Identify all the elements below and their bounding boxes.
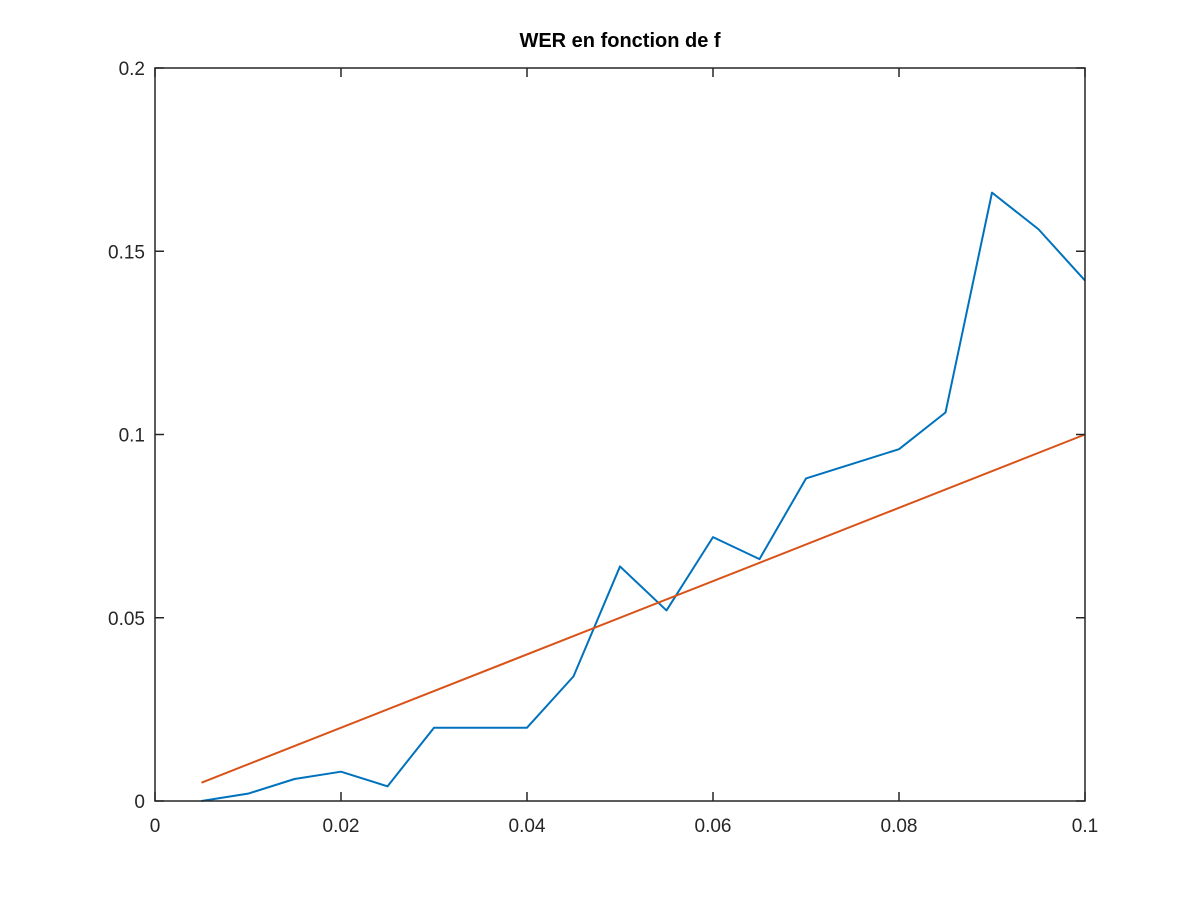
y-tick-label: 0 (134, 792, 145, 813)
y-tick-label: 0.1 (119, 426, 145, 447)
y-tick-label: 0.05 (108, 609, 145, 630)
x-tick-label: 0 (150, 816, 161, 837)
x-tick-label: 0.06 (695, 816, 732, 837)
series-line-1 (201, 191, 1086, 802)
x-tick-label: 0.04 (509, 816, 546, 837)
x-tick-label: 0.1 (1072, 816, 1098, 837)
plot-area (155, 68, 1085, 801)
x-tick-label: 0.02 (323, 816, 360, 837)
ticks-layer: 0 0.02 0.04 0.06 0.08 0.1 0 0.05 0.1 0.15 0.2 (108, 59, 1098, 837)
series-layer (201, 191, 1086, 802)
y-tick-label: 0.2 (119, 59, 145, 80)
series-line-2 (201, 433, 1086, 784)
chart-title: WER en fonction de f (519, 30, 720, 52)
y-tick-label: 0.15 (108, 242, 145, 263)
x-tick-label: 0.08 (881, 816, 918, 837)
